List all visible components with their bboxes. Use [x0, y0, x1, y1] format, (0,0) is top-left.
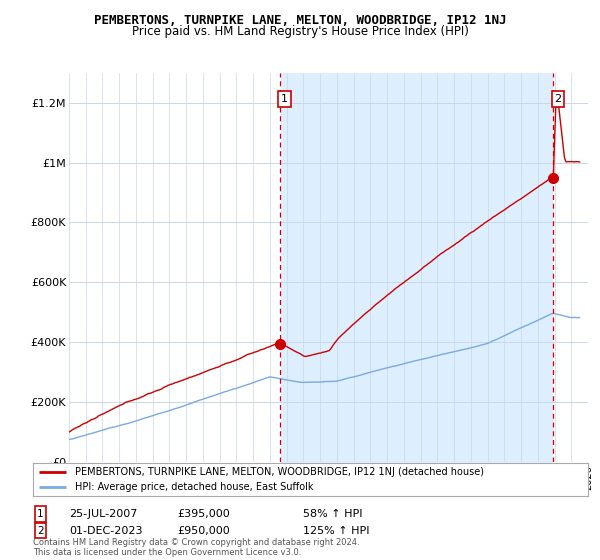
Text: Contains HM Land Registry data © Crown copyright and database right 2024.
This d: Contains HM Land Registry data © Crown c…: [33, 538, 359, 557]
Text: 1: 1: [37, 509, 44, 519]
Text: 25-JUL-2007: 25-JUL-2007: [69, 509, 137, 519]
Text: 58% ↑ HPI: 58% ↑ HPI: [303, 509, 362, 519]
Text: £395,000: £395,000: [177, 509, 230, 519]
Text: PEMBERTONS, TURNPIKE LANE, MELTON, WOODBRIDGE, IP12 1NJ (detached house): PEMBERTONS, TURNPIKE LANE, MELTON, WOODB…: [74, 467, 484, 477]
Text: PEMBERTONS, TURNPIKE LANE, MELTON, WOODBRIDGE, IP12 1NJ: PEMBERTONS, TURNPIKE LANE, MELTON, WOODB…: [94, 14, 506, 27]
Text: Price paid vs. HM Land Registry's House Price Index (HPI): Price paid vs. HM Land Registry's House …: [131, 25, 469, 38]
Text: 2: 2: [554, 94, 562, 104]
Text: 01-DEC-2023: 01-DEC-2023: [69, 526, 143, 536]
Text: 125% ↑ HPI: 125% ↑ HPI: [303, 526, 370, 536]
Text: 1: 1: [281, 94, 288, 104]
Text: 2: 2: [37, 526, 44, 536]
Text: HPI: Average price, detached house, East Suffolk: HPI: Average price, detached house, East…: [74, 482, 313, 492]
Text: £950,000: £950,000: [177, 526, 230, 536]
